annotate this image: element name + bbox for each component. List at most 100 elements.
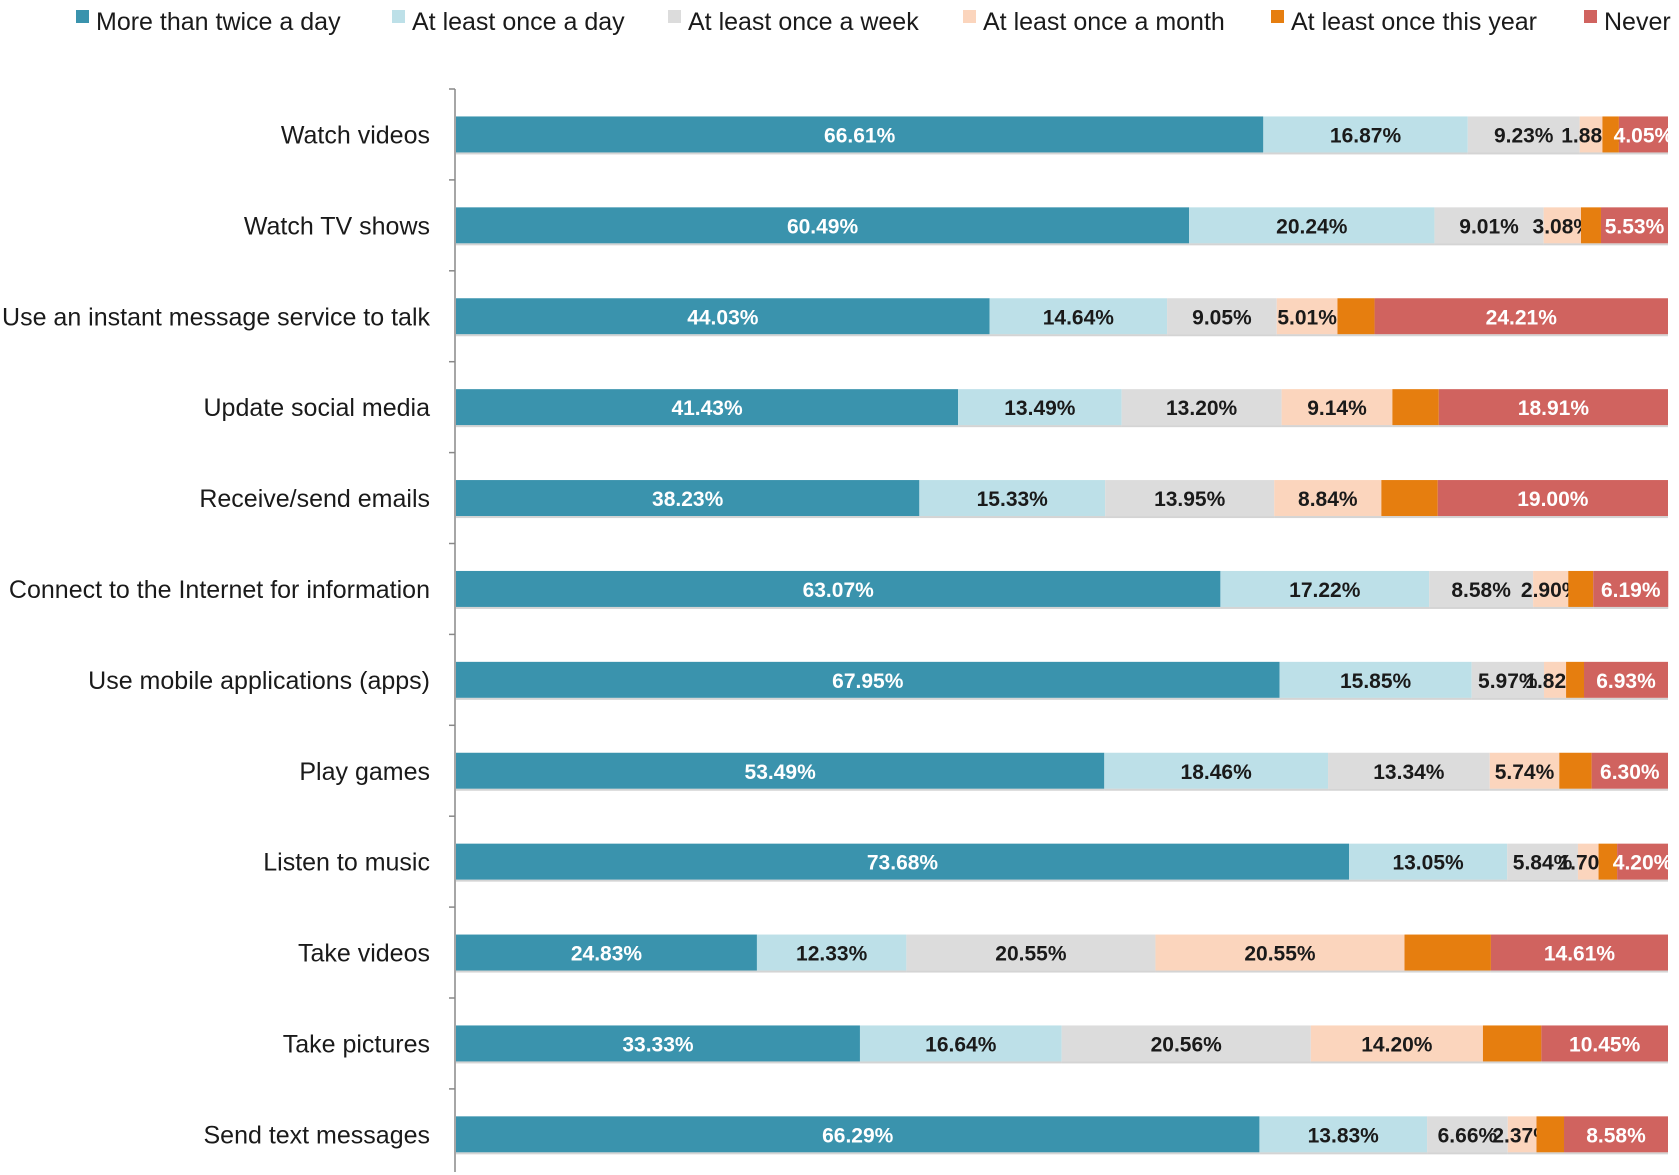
data-label: 6.66% <box>1438 1124 1498 1147</box>
bar-shadow <box>1429 607 1533 609</box>
data-label: 66.61% <box>824 124 896 147</box>
bar-shadow <box>1062 1061 1311 1063</box>
data-label: 24.83% <box>571 943 643 966</box>
bar-shadow <box>990 334 1167 336</box>
legend-label: More than twice a day <box>96 8 341 36</box>
bar-shadow <box>456 1152 1259 1154</box>
category-label-take-videos: Take videos <box>298 940 430 968</box>
legend-label: At least once this year <box>1291 8 1537 36</box>
bar-shadow <box>1220 607 1429 609</box>
legend-label: At least once a day <box>412 8 625 36</box>
data-label: 12.33% <box>796 943 868 966</box>
bar-shadow <box>456 334 990 336</box>
bar-shadow <box>1617 880 1668 882</box>
legend-swatch <box>1584 10 1597 23</box>
data-label: 15.85% <box>1340 670 1412 693</box>
bar-shadow <box>1439 425 1668 427</box>
category-label-use-an-instant-message-service-to-talk: Use an instant message service to talk <box>2 303 430 331</box>
bar-shadow <box>1427 1152 1508 1154</box>
legend-swatch <box>963 10 976 23</box>
bar-row-listen-to-music: 73.68% 13.05% 5.84%1.70%4.20% <box>456 844 1673 882</box>
category-label-listen-to-music: Listen to music <box>263 849 430 877</box>
bar-shadow <box>1381 516 1437 518</box>
legend-item-at-least-once-a-day: At least once a day <box>392 8 625 36</box>
bar-segment-at-least-once-this-year <box>1483 1025 1541 1061</box>
legend-swatch <box>668 10 681 23</box>
data-label: 10.45% <box>1569 1033 1641 1056</box>
bar-shadow <box>1490 789 1560 791</box>
data-label: 38.23% <box>652 488 724 511</box>
bar-shadow <box>1277 334 1338 336</box>
legend-label: At least once a month <box>983 8 1225 36</box>
bar-shadow <box>1105 516 1274 518</box>
data-label: 53.49% <box>745 761 817 784</box>
bar-shadow <box>1559 789 1591 791</box>
data-label: 14.20% <box>1361 1033 1433 1056</box>
bar-row-take-videos: 24.83% 12.33% 20.55% 20.55% 14.61% <box>456 935 1668 973</box>
data-label: 4.05% <box>1614 124 1674 147</box>
bar-shadow <box>1375 334 1668 336</box>
data-label: 5.01% <box>1277 306 1337 329</box>
data-label: 63.07% <box>803 579 875 602</box>
category-axis: Watch videos Watch TV shows Use an instant… <box>2 89 455 1172</box>
data-label: 20.55% <box>1244 943 1316 966</box>
bar-segment-at-least-once-this-year <box>1392 389 1438 425</box>
category-label-use-mobile-applications-apps: Use mobile applications (apps) <box>88 667 430 695</box>
legend-swatch <box>392 10 405 23</box>
bar-shadow <box>1592 789 1668 791</box>
bar-shadow <box>1533 607 1568 609</box>
bar-shadow <box>1434 243 1543 245</box>
bar-shadow <box>860 1061 1062 1063</box>
bar-shadow <box>1584 698 1668 700</box>
bar-segment-at-least-once-this-year <box>1568 571 1593 607</box>
data-label: 6.93% <box>1596 670 1656 693</box>
bar-segment-at-least-once-this-year <box>1405 935 1491 971</box>
data-label: 6.30% <box>1600 761 1660 784</box>
bar-row-use-an-instant-message-service-to-talk: 44.03% 14.64% 9.05% 5.01% 24.21% <box>456 298 1668 336</box>
data-label: 19.00% <box>1517 488 1589 511</box>
bar-shadow <box>919 516 1105 518</box>
bar-shadow <box>1259 1152 1427 1154</box>
data-label: 8.84% <box>1298 488 1358 511</box>
data-label: 33.33% <box>622 1033 694 1056</box>
data-label: 67.95% <box>832 670 904 693</box>
bar-shadow <box>1167 334 1277 336</box>
bar-shadow <box>1491 971 1668 973</box>
bar-shadow <box>1508 1152 1537 1154</box>
category-label-connect-to-the-internet-for-information: Connect to the Internet for information <box>9 576 430 604</box>
bar-shadow <box>1337 334 1374 336</box>
legend-swatch <box>76 10 89 23</box>
bar-shadow <box>1602 152 1618 154</box>
bar-shadow <box>1392 425 1438 427</box>
data-label: 18.46% <box>1181 761 1253 784</box>
bar-segment-at-least-once-this-year <box>1536 1116 1564 1152</box>
legend-label: At least once a week <box>688 8 919 36</box>
bar-shadow <box>456 607 1220 609</box>
bar-shadow <box>456 152 1263 154</box>
bar-segment-at-least-once-this-year <box>1581 207 1601 243</box>
bar-shadow <box>1189 243 1434 245</box>
data-label: 16.87% <box>1330 124 1402 147</box>
data-label: 4.20% <box>1613 852 1673 875</box>
bar-row-connect-to-the-internet-for-information: 63.07% 17.22% 8.58% 2.90% 6.19% <box>456 571 1668 609</box>
bar-row-take-pictures: 33.33% 16.64% 20.56% 14.20% 10.45% <box>456 1025 1668 1063</box>
bar-row-watch-tv-shows: 60.49% 20.24% 9.01% 3.08% 5.53% <box>456 207 1668 245</box>
bar-shadow <box>757 971 906 973</box>
bar-shadow <box>1536 1152 1564 1154</box>
bar-row-play-games: 53.49% 18.46% 13.34% 5.74% 6.30% <box>456 753 1668 791</box>
bar-shadow <box>456 789 1104 791</box>
bar-shadow <box>1311 1061 1483 1063</box>
bar-shadow <box>1581 243 1601 245</box>
bar-shadow <box>1122 425 1282 427</box>
data-label: 20.55% <box>995 943 1067 966</box>
legend-item-more-than-twice-a-day: More than twice a day <box>76 8 341 36</box>
data-label: 41.43% <box>671 397 743 420</box>
bar-shadow <box>1507 880 1578 882</box>
data-label: 66.29% <box>822 1124 894 1147</box>
bar-shadow <box>1544 698 1566 700</box>
bar-row-use-mobile-applications-apps: 67.95% 15.85% 5.97%1.82% 6.93% <box>456 662 1668 700</box>
data-label: 8.58% <box>1586 1124 1646 1147</box>
bar-shadow <box>1280 698 1472 700</box>
bar-shadow <box>1483 1061 1541 1063</box>
